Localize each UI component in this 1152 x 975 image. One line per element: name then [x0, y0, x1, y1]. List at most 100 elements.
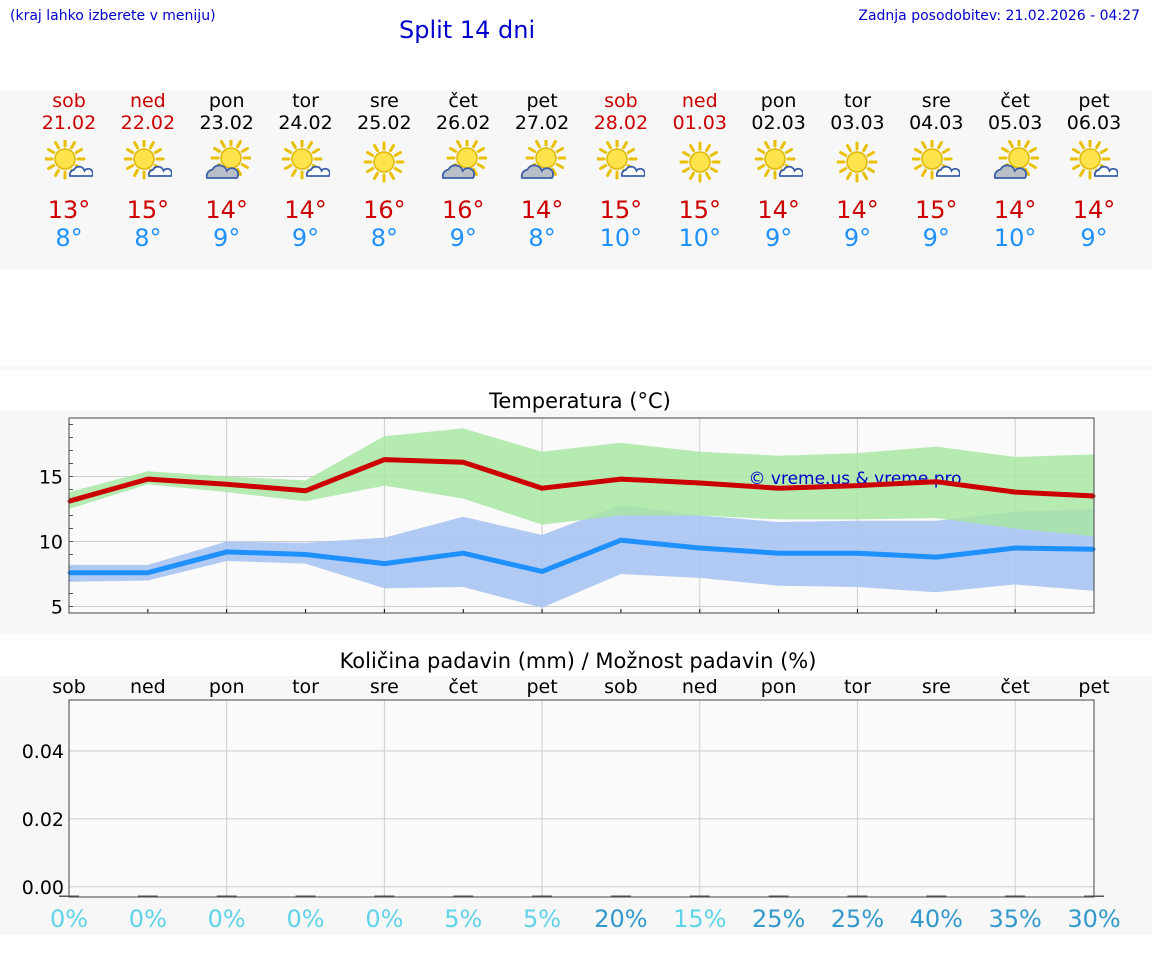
day-name: pet: [1078, 90, 1110, 112]
precip-day-label: sob: [604, 676, 638, 698]
max-temp: 14°: [757, 196, 800, 224]
min-temp: 10°: [993, 224, 1037, 252]
min-temp-point: [382, 562, 386, 566]
sun-icon: [679, 141, 721, 183]
day-column: pon 02.03 14° 9°: [740, 90, 818, 252]
day-column: ned 01.03 15° 10°: [661, 90, 739, 252]
precip-probability: 5%: [523, 905, 561, 933]
day-name: sre: [921, 90, 951, 112]
precip-day-label: tor: [844, 676, 871, 698]
sun-cloud-icon: [1070, 140, 1118, 180]
precip-day-label: pet: [526, 676, 557, 698]
precip-day-label: sre: [370, 676, 399, 698]
day-column: sob 21.02 13° 8°: [30, 90, 108, 252]
min-temp-line: [69, 537, 1095, 576]
sun-cloud-icon: [596, 140, 645, 180]
precip-probability: 0%: [286, 905, 324, 933]
day-name: sob: [52, 90, 86, 112]
day-name: čet: [448, 90, 479, 112]
cloud-sun-icon: [205, 140, 251, 179]
max-temp-point: [540, 486, 544, 490]
precip-day-label: čet: [1000, 676, 1030, 698]
cloud-sun-icon: [520, 140, 567, 179]
precip-probability: 40%: [910, 905, 963, 933]
day-date: 23.02: [199, 112, 254, 134]
max-temp: 14°: [520, 196, 564, 224]
day-date: 06.03: [1066, 112, 1122, 134]
max-temp-point: [146, 477, 150, 481]
precip-bar: [295, 895, 316, 897]
precip-y-tick: 0.04: [22, 741, 64, 763]
day-name: pet: [526, 90, 558, 112]
min-temp-point: [855, 551, 859, 555]
min-temp: 9°: [449, 224, 477, 252]
precip-probability: 25%: [831, 905, 884, 933]
sun-cloud-icon: [912, 140, 961, 180]
precip-probability: 5%: [444, 905, 482, 933]
sun-cloud-icon: [754, 140, 803, 180]
day-date: 27.02: [514, 112, 570, 134]
precip-bar: [453, 895, 474, 897]
day-name: tor: [844, 90, 871, 112]
day-date: 28.02: [593, 112, 649, 134]
max-temp-point: [777, 486, 781, 490]
precip-day-label: tor: [292, 676, 319, 698]
precip-bar: [610, 895, 631, 897]
min-temp-point: [146, 571, 150, 575]
max-temp: 15°: [126, 196, 170, 224]
precip-day-label: pet: [1078, 676, 1109, 698]
day-date: 05.03: [987, 112, 1043, 134]
precip-day-label: sre: [922, 676, 951, 698]
min-temp-point: [540, 569, 544, 573]
max-temp: 14°: [993, 196, 1037, 224]
precip-bar: [216, 895, 237, 897]
sun-cloud-icon: [45, 140, 93, 180]
day-column: tor 03.03 14° 9°: [818, 90, 896, 252]
day-name: čet: [1000, 90, 1030, 112]
daily-forecast-strip: sob 21.02 13° 8° ned 22.02 15° 8° pon 23.02 14° 9° t…: [0, 90, 1152, 270]
precip-plot-frame: [68, 699, 1095, 898]
sun-cloud-icon: [281, 140, 330, 180]
day-name: sre: [369, 90, 399, 112]
precip-probability: 0%: [129, 905, 167, 933]
max-temp-point: [934, 480, 938, 484]
min-temp-point: [777, 551, 781, 555]
max-temp-point: [1013, 490, 1017, 494]
max-temp: 15°: [915, 196, 958, 224]
day-name: pon: [760, 90, 797, 112]
last-updated: Zadnja posodobitev: 21.02.2026 - 04:27: [858, 8, 1140, 24]
precip-day-label: ned: [682, 676, 718, 698]
precip-probability: 35%: [988, 905, 1041, 933]
temp-y-tick: 10: [39, 532, 63, 554]
day-column: pet 06.03 14° 9°: [1055, 90, 1133, 252]
precip-bar: [847, 895, 868, 897]
temp-plot-frame: [68, 417, 1095, 614]
day-date: 26.02: [436, 112, 491, 134]
max-temp: 14°: [205, 196, 248, 224]
precip-probability: 30%: [1067, 905, 1120, 933]
precip-day-label: pon: [761, 676, 797, 698]
sun-icon: [836, 141, 878, 183]
min-temp: 9°: [922, 224, 950, 252]
day-column: sre 04.03 15° 9°: [897, 90, 975, 252]
day-name: ned: [681, 90, 718, 112]
precip-day-label: ned: [130, 676, 166, 698]
max-temp: 14°: [284, 196, 327, 224]
day-column: čet 05.03 14° 10°: [976, 90, 1054, 252]
day-date: 02.03: [751, 112, 806, 134]
min-temp-point: [934, 555, 938, 559]
min-temp: 8°: [528, 224, 556, 252]
max-temp-point: [304, 489, 308, 493]
max-temp: 14°: [836, 196, 879, 224]
min-temp-point: [225, 550, 229, 554]
min-temp: 10°: [599, 224, 643, 252]
day-column: sob 28.02 15° 10°: [582, 90, 660, 252]
max-temp-point: [855, 484, 859, 488]
precip-bar: [689, 895, 710, 897]
precip-bar: [532, 895, 553, 897]
day-column: pet 27.02 14° 8°: [503, 90, 581, 252]
precip-y-tick: 0.02: [22, 809, 64, 831]
day-date: 04.03: [909, 112, 964, 134]
day-column: tor 24.02 14° 9°: [267, 90, 345, 252]
page-title: Split 14 dni: [399, 16, 536, 44]
